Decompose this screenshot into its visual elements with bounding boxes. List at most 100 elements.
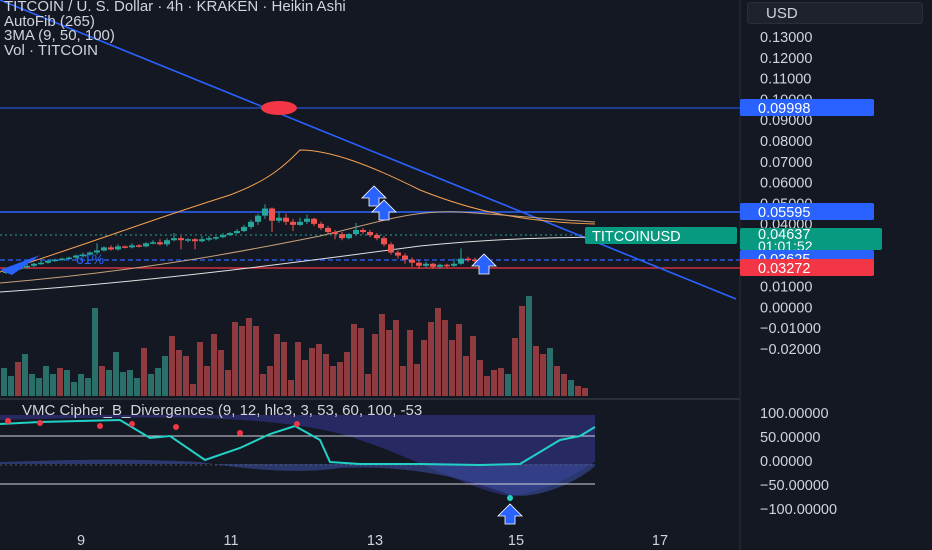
candle-body[interactable] — [171, 238, 177, 241]
candle-body[interactable] — [143, 243, 149, 247]
wave-fill-lower — [0, 459, 595, 496]
candle-body[interactable] — [248, 221, 254, 227]
candle-body[interactable] — [269, 208, 275, 221]
candle-body[interactable] — [276, 217, 282, 221]
price-tick-label: −0.02000 — [760, 342, 821, 358]
volume-bar — [218, 350, 224, 396]
candle-body[interactable] — [101, 247, 107, 251]
candle-body[interactable] — [59, 258, 65, 261]
candle-body[interactable] — [395, 252, 401, 256]
candle-body[interactable] — [290, 221, 296, 225]
candle-body[interactable] — [353, 229, 359, 235]
volume-bar — [78, 374, 84, 396]
symbol-tag-bg[interactable] — [585, 227, 737, 244]
candle-body[interactable] — [45, 260, 51, 263]
volume-bar — [148, 374, 154, 396]
candle-body[interactable] — [157, 242, 163, 245]
price-label-high-bg[interactable] — [740, 99, 874, 116]
candle-body[interactable] — [24, 265, 30, 268]
candle-body[interactable] — [332, 232, 338, 235]
last-price-label: 0.04637 — [758, 227, 810, 243]
candle-body[interactable] — [129, 245, 135, 248]
price-tick-label: 0.01000 — [760, 280, 812, 296]
volume-bar — [183, 356, 189, 396]
candle-body[interactable] — [31, 263, 37, 266]
sell-dot — [37, 420, 43, 426]
candle-body[interactable] — [381, 238, 387, 245]
indicator-3ma[interactable]: 3MA (9, 50, 100) — [4, 27, 115, 44]
currency-button[interactable]: USD — [747, 2, 923, 24]
candle-body[interactable] — [227, 233, 233, 236]
candle-body[interactable] — [206, 238, 212, 240]
candle-body[interactable] — [451, 263, 457, 266]
candle-body[interactable] — [115, 246, 121, 250]
osc-tick-label: 0.00000 — [760, 454, 812, 470]
candle-body[interactable] — [444, 264, 450, 267]
candle-body[interactable] — [52, 259, 58, 262]
price-label-low-bg[interactable] — [740, 259, 874, 276]
volume-bar — [190, 384, 196, 396]
candle-body[interactable] — [94, 250, 100, 253]
candle-body[interactable] — [318, 223, 324, 228]
trendline[interactable] — [0, 0, 737, 300]
candle-body[interactable] — [255, 215, 261, 222]
candle-body[interactable] — [360, 229, 366, 233]
price-label-resistance-bg[interactable] — [740, 203, 874, 220]
volume-bar — [274, 334, 280, 396]
volume-bar — [197, 342, 203, 396]
candle-body[interactable] — [472, 259, 478, 262]
candle-body[interactable] — [409, 259, 415, 263]
candle-body[interactable] — [339, 234, 345, 239]
candle-body[interactable] — [38, 262, 44, 265]
candle-body[interactable] — [220, 235, 226, 238]
candle-body[interactable] — [416, 262, 422, 266]
last-price-label-bg[interactable] — [740, 228, 882, 250]
candle-body[interactable] — [192, 239, 198, 242]
candle-body[interactable] — [66, 257, 72, 260]
candle-body[interactable] — [185, 239, 191, 241]
candle-body[interactable] — [465, 258, 471, 261]
candle-body[interactable] — [199, 239, 205, 242]
volume-bar — [71, 382, 77, 396]
candle-body[interactable] — [108, 247, 114, 250]
wave-line[interactable] — [0, 418, 596, 467]
candle-body[interactable] — [87, 252, 93, 255]
candle-body[interactable] — [430, 263, 436, 267]
volume-bar — [414, 364, 420, 396]
candle-body[interactable] — [297, 221, 303, 225]
indicator-volume[interactable]: Vol · TITCOIN — [4, 41, 98, 59]
oscillator-title[interactable]: VMC Cipher_B_Divergences (9, 12, hlc3, 3… — [22, 402, 423, 419]
candle-body[interactable] — [367, 232, 373, 236]
candle-body[interactable] — [458, 258, 464, 264]
candle-body[interactable] — [388, 244, 394, 253]
candle-body[interactable] — [262, 208, 268, 216]
osc-tick-label: −100.00000 — [760, 502, 837, 518]
candle-body[interactable] — [304, 218, 310, 222]
candle-body[interactable] — [213, 237, 219, 239]
candle-body[interactable] — [325, 227, 331, 233]
candle-body[interactable] — [80, 254, 86, 257]
candle-body[interactable] — [136, 245, 142, 247]
candle-body[interactable] — [234, 231, 240, 234]
candle-body[interactable] — [150, 242, 156, 244]
candle-body[interactable] — [283, 217, 289, 222]
candle-body[interactable] — [402, 255, 408, 260]
symbol-title[interactable]: TITCOIN / U. S. Dollar · 4h · KRAKEN · H… — [4, 0, 346, 15]
candle-body[interactable] — [311, 218, 317, 224]
candle-body[interactable] — [73, 255, 79, 258]
volume-bar — [246, 318, 252, 396]
candle-body[interactable] — [178, 238, 184, 241]
candle-body[interactable] — [241, 226, 247, 232]
candle-body[interactable] — [437, 264, 443, 267]
price-tick-label: 0.06000 — [760, 176, 812, 192]
candle-body[interactable] — [346, 234, 352, 239]
volume-bar — [400, 366, 406, 396]
candle-body[interactable] — [122, 246, 128, 248]
volume-bar — [386, 330, 392, 396]
candle-body[interactable] — [423, 263, 429, 266]
indicator-autofib[interactable]: AutoFib (265) — [4, 12, 95, 30]
candle-body[interactable] — [164, 240, 170, 245]
candle-body[interactable] — [374, 235, 380, 239]
